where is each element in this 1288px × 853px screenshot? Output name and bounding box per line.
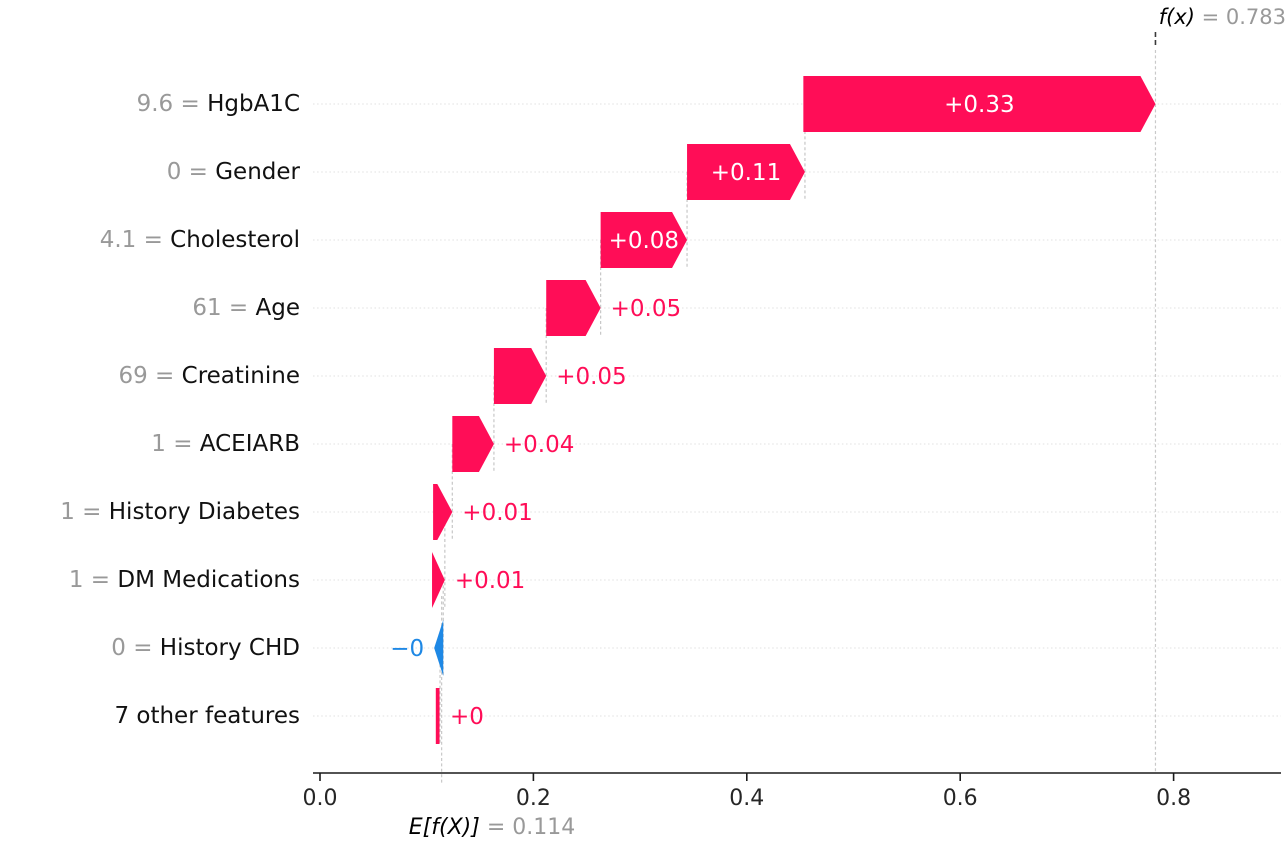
x-tick-label-0.2: 0.2 [515, 786, 551, 811]
fx-value: = 0.783 [1194, 5, 1286, 29]
bar-aceiarb [452, 416, 494, 472]
bar-value-label-7-other-features: +0 [450, 704, 484, 730]
feature-label-hgba1c: 9.6 = HgbA1C [0, 91, 300, 117]
x-tick-label-0.4: 0.4 [729, 786, 765, 811]
bar-cholesterol [600, 212, 688, 268]
feature-name: Cholesterol [170, 227, 300, 253]
feature-value: 1 = [68, 567, 118, 593]
fx-output-annotation: f(x) = 0.783 [1159, 5, 1286, 29]
feature-name: Gender [215, 159, 300, 185]
bar-history-diabetes [433, 484, 453, 540]
feature-value: 1 = [60, 499, 109, 525]
bar-value-label-dm-medications: +0.01 [455, 568, 525, 594]
ef-value: = 0.114 [479, 815, 576, 840]
bar-hgba1c [803, 76, 1156, 132]
bar-7-other-features [435, 688, 440, 744]
feature-label-gender: 0 = Gender [0, 159, 300, 185]
feature-label-aceiarb: 1 = ACEIARB [0, 431, 300, 457]
feature-name: History Diabetes [108, 499, 300, 525]
feature-name: ACEIARB [199, 431, 300, 457]
bar-value-label-aceiarb: +0.04 [504, 432, 574, 458]
x-tick-label-0.0: 0.0 [302, 786, 338, 811]
fx-symbol: f(x) [1158, 5, 1195, 29]
bar-value-label-hgba1c: +0.33 [944, 92, 1014, 118]
feature-name: HgbA1C [207, 91, 300, 117]
feature-value: 69 = [118, 363, 182, 389]
bar-value-label-creatinine: +0.05 [556, 364, 626, 390]
expected-value-annotation: E[f(X)] = 0.114 [409, 815, 575, 840]
feature-name: DM Medications [117, 567, 300, 593]
feature-label-7-other-features: 7 other features [0, 703, 300, 729]
bar-dm-medications [432, 552, 445, 608]
bar-value-label-history-diabetes: +0.01 [462, 500, 532, 526]
bar-gender [687, 144, 805, 200]
feature-name: Creatinine [181, 363, 300, 389]
feature-label-creatinine: 69 = Creatinine [0, 363, 300, 389]
feature-value: 9.6 = [136, 91, 208, 117]
feature-name: History CHD [159, 635, 300, 661]
feature-value: 0 = [166, 159, 216, 185]
x-tick-label-0.6: 0.6 [942, 786, 978, 811]
x-tick-label-0.8: 0.8 [1156, 786, 1192, 811]
bar-value-label-cholesterol: +0.08 [609, 228, 679, 254]
feature-label-history-chd: 0 = History CHD [0, 635, 300, 661]
bar-value-label-age: +0.05 [611, 296, 681, 322]
feature-name: Age [255, 295, 300, 321]
feature-label-history-diabetes: 1 = History Diabetes [0, 499, 300, 525]
feature-label-age: 61 = Age [0, 295, 300, 321]
feature-value: 4.1 = [99, 227, 171, 253]
ef-symbol: E[f(X)] [408, 815, 480, 840]
feature-value: 0 = [111, 635, 160, 661]
feature-name: 7 other features [114, 703, 300, 729]
feature-label-dm-medications: 1 = DM Medications [0, 567, 300, 593]
bar-value-label-history-chd: −0 [390, 636, 424, 662]
feature-value: 1 = [151, 431, 200, 457]
bar-age [546, 280, 601, 336]
feature-label-cholesterol: 4.1 = Cholesterol [0, 227, 300, 253]
bar-value-label-gender: +0.11 [711, 160, 781, 186]
bar-history-chd [434, 620, 444, 676]
feature-value: 61 = [192, 295, 256, 321]
bar-creatinine [493, 348, 547, 404]
